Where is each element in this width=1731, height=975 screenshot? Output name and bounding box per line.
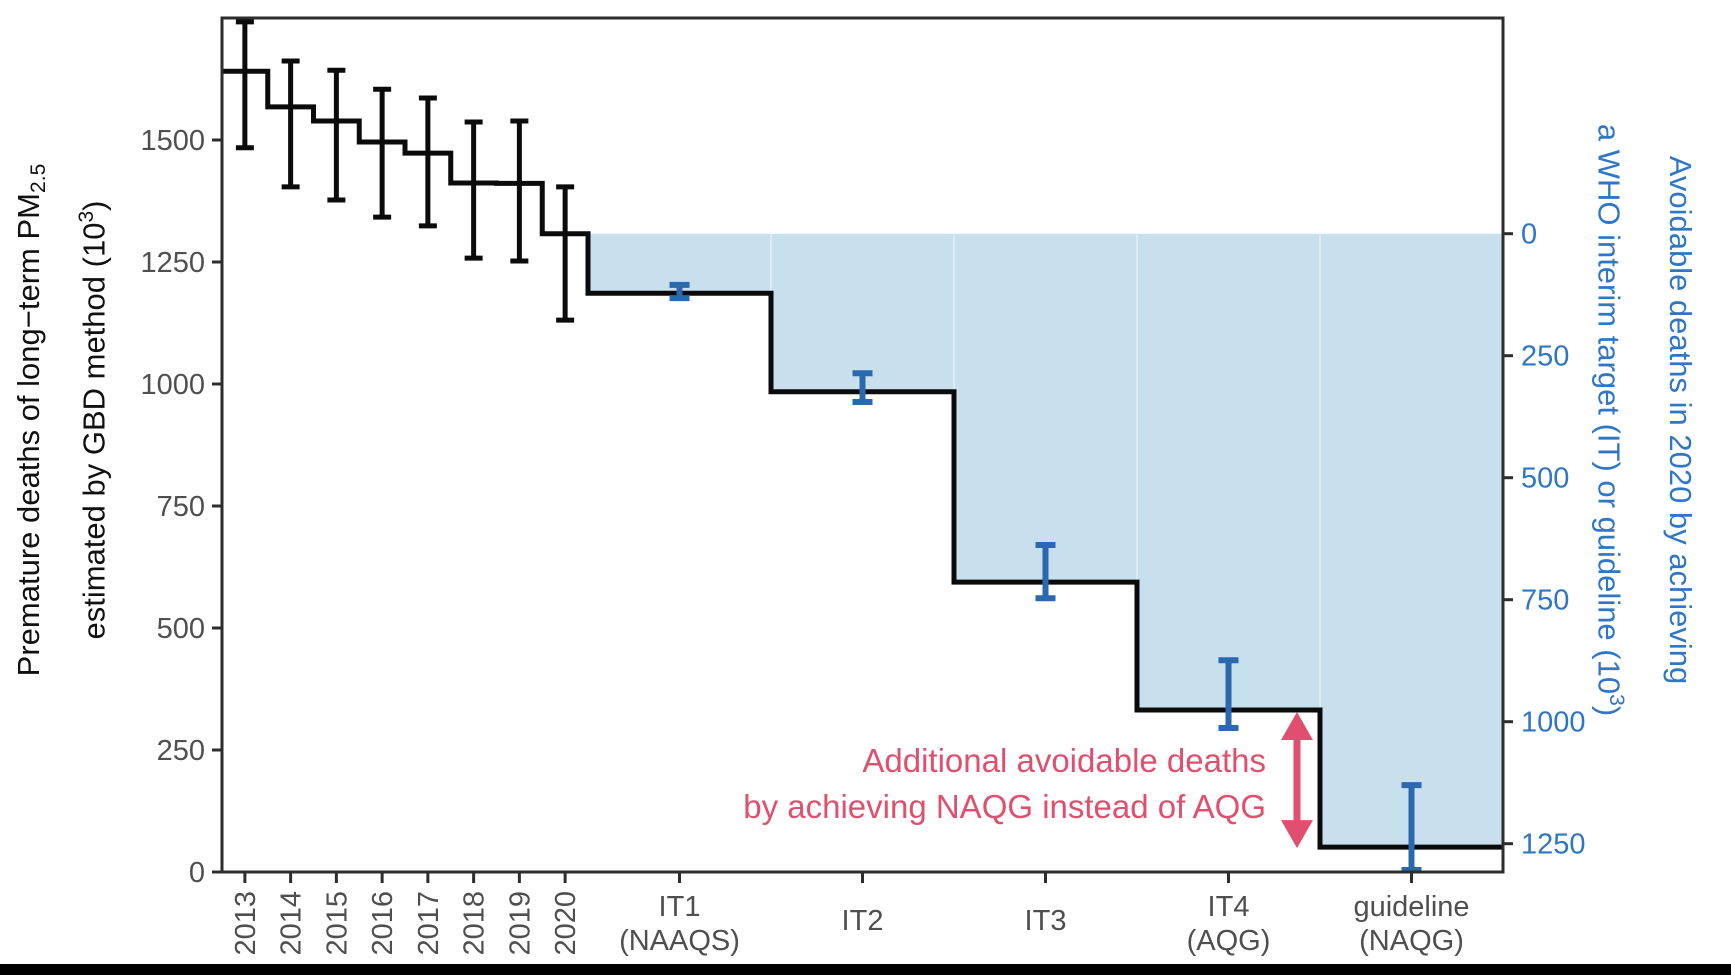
svg-text:IT2: IT2 bbox=[842, 905, 884, 937]
svg-text:guideline: guideline bbox=[1353, 891, 1469, 923]
svg-text:2018: 2018 bbox=[459, 891, 491, 956]
scenario-error-bars bbox=[669, 281, 1422, 874]
svg-text:2017: 2017 bbox=[413, 891, 445, 956]
svg-text:2015: 2015 bbox=[321, 891, 353, 956]
svg-text:IT1: IT1 bbox=[659, 891, 701, 923]
svg-text:2020: 2020 bbox=[550, 891, 582, 956]
axis-title-line: Avoidable deaths in 2020 by achieving bbox=[1663, 155, 1698, 685]
svg-text:1250: 1250 bbox=[140, 247, 205, 279]
right-axis-title: Avoidable deaths in 2020 by achieving a W… bbox=[1584, 0, 1712, 900]
svg-text:(NAQG): (NAQG) bbox=[1359, 925, 1464, 957]
axis-title-line: estimated by GBD method (103) bbox=[74, 200, 112, 640]
annotation-line2: by achieving NAQG instead of AQG bbox=[743, 788, 1266, 825]
svg-text:(NAAQS): (NAAQS) bbox=[619, 925, 740, 957]
left-axis-ticks: 0 250 500 750 1000 1250 1500 bbox=[140, 125, 222, 889]
right-axis-ticks: 0 250 500 750 1000 1250 bbox=[1503, 219, 1586, 861]
left-axis-title: Premature deaths of long−term PM2.5 estim… bbox=[5, 0, 111, 880]
svg-text:IT4: IT4 bbox=[1208, 891, 1250, 923]
svg-text:(AQG): (AQG) bbox=[1187, 925, 1271, 957]
svg-text:500: 500 bbox=[1521, 463, 1569, 495]
x-axis-ticks: 2013 2014 2015 2016 2017 2018 2019 2020 IT1(NAAQ… bbox=[230, 872, 1470, 957]
svg-text:500: 500 bbox=[157, 613, 205, 645]
svg-text:250: 250 bbox=[1521, 341, 1569, 373]
svg-text:1000: 1000 bbox=[1521, 707, 1586, 739]
svg-text:750: 750 bbox=[157, 491, 205, 523]
svg-text:0: 0 bbox=[189, 857, 205, 889]
svg-text:1500: 1500 bbox=[140, 125, 205, 157]
bottom-black-bar bbox=[0, 964, 1731, 975]
axis-title-line: a WHO interim target (IT) or guideline (… bbox=[1591, 123, 1628, 717]
axis-title-line: Premature deaths of long−term PM2.5 bbox=[11, 163, 50, 677]
svg-text:2016: 2016 bbox=[367, 891, 399, 956]
svg-text:2019: 2019 bbox=[504, 891, 536, 956]
svg-text:2014: 2014 bbox=[276, 891, 308, 956]
svg-text:IT3: IT3 bbox=[1025, 905, 1067, 937]
svg-text:0: 0 bbox=[1521, 219, 1537, 251]
year-error-bars bbox=[235, 19, 575, 323]
svg-text:750: 750 bbox=[1521, 585, 1569, 617]
svg-text:1250: 1250 bbox=[1521, 829, 1586, 861]
svg-text:250: 250 bbox=[157, 735, 205, 767]
red-double-arrow bbox=[1281, 711, 1313, 849]
annotation-line1: Additional avoidable deaths bbox=[862, 742, 1266, 779]
svg-text:2013: 2013 bbox=[230, 891, 262, 956]
svg-text:1000: 1000 bbox=[140, 369, 205, 401]
annotation-additional-avoidable-deaths: Additional avoidable deaths by achieving… bbox=[743, 738, 1266, 830]
shaded-avoidable-region bbox=[588, 233, 1503, 848]
